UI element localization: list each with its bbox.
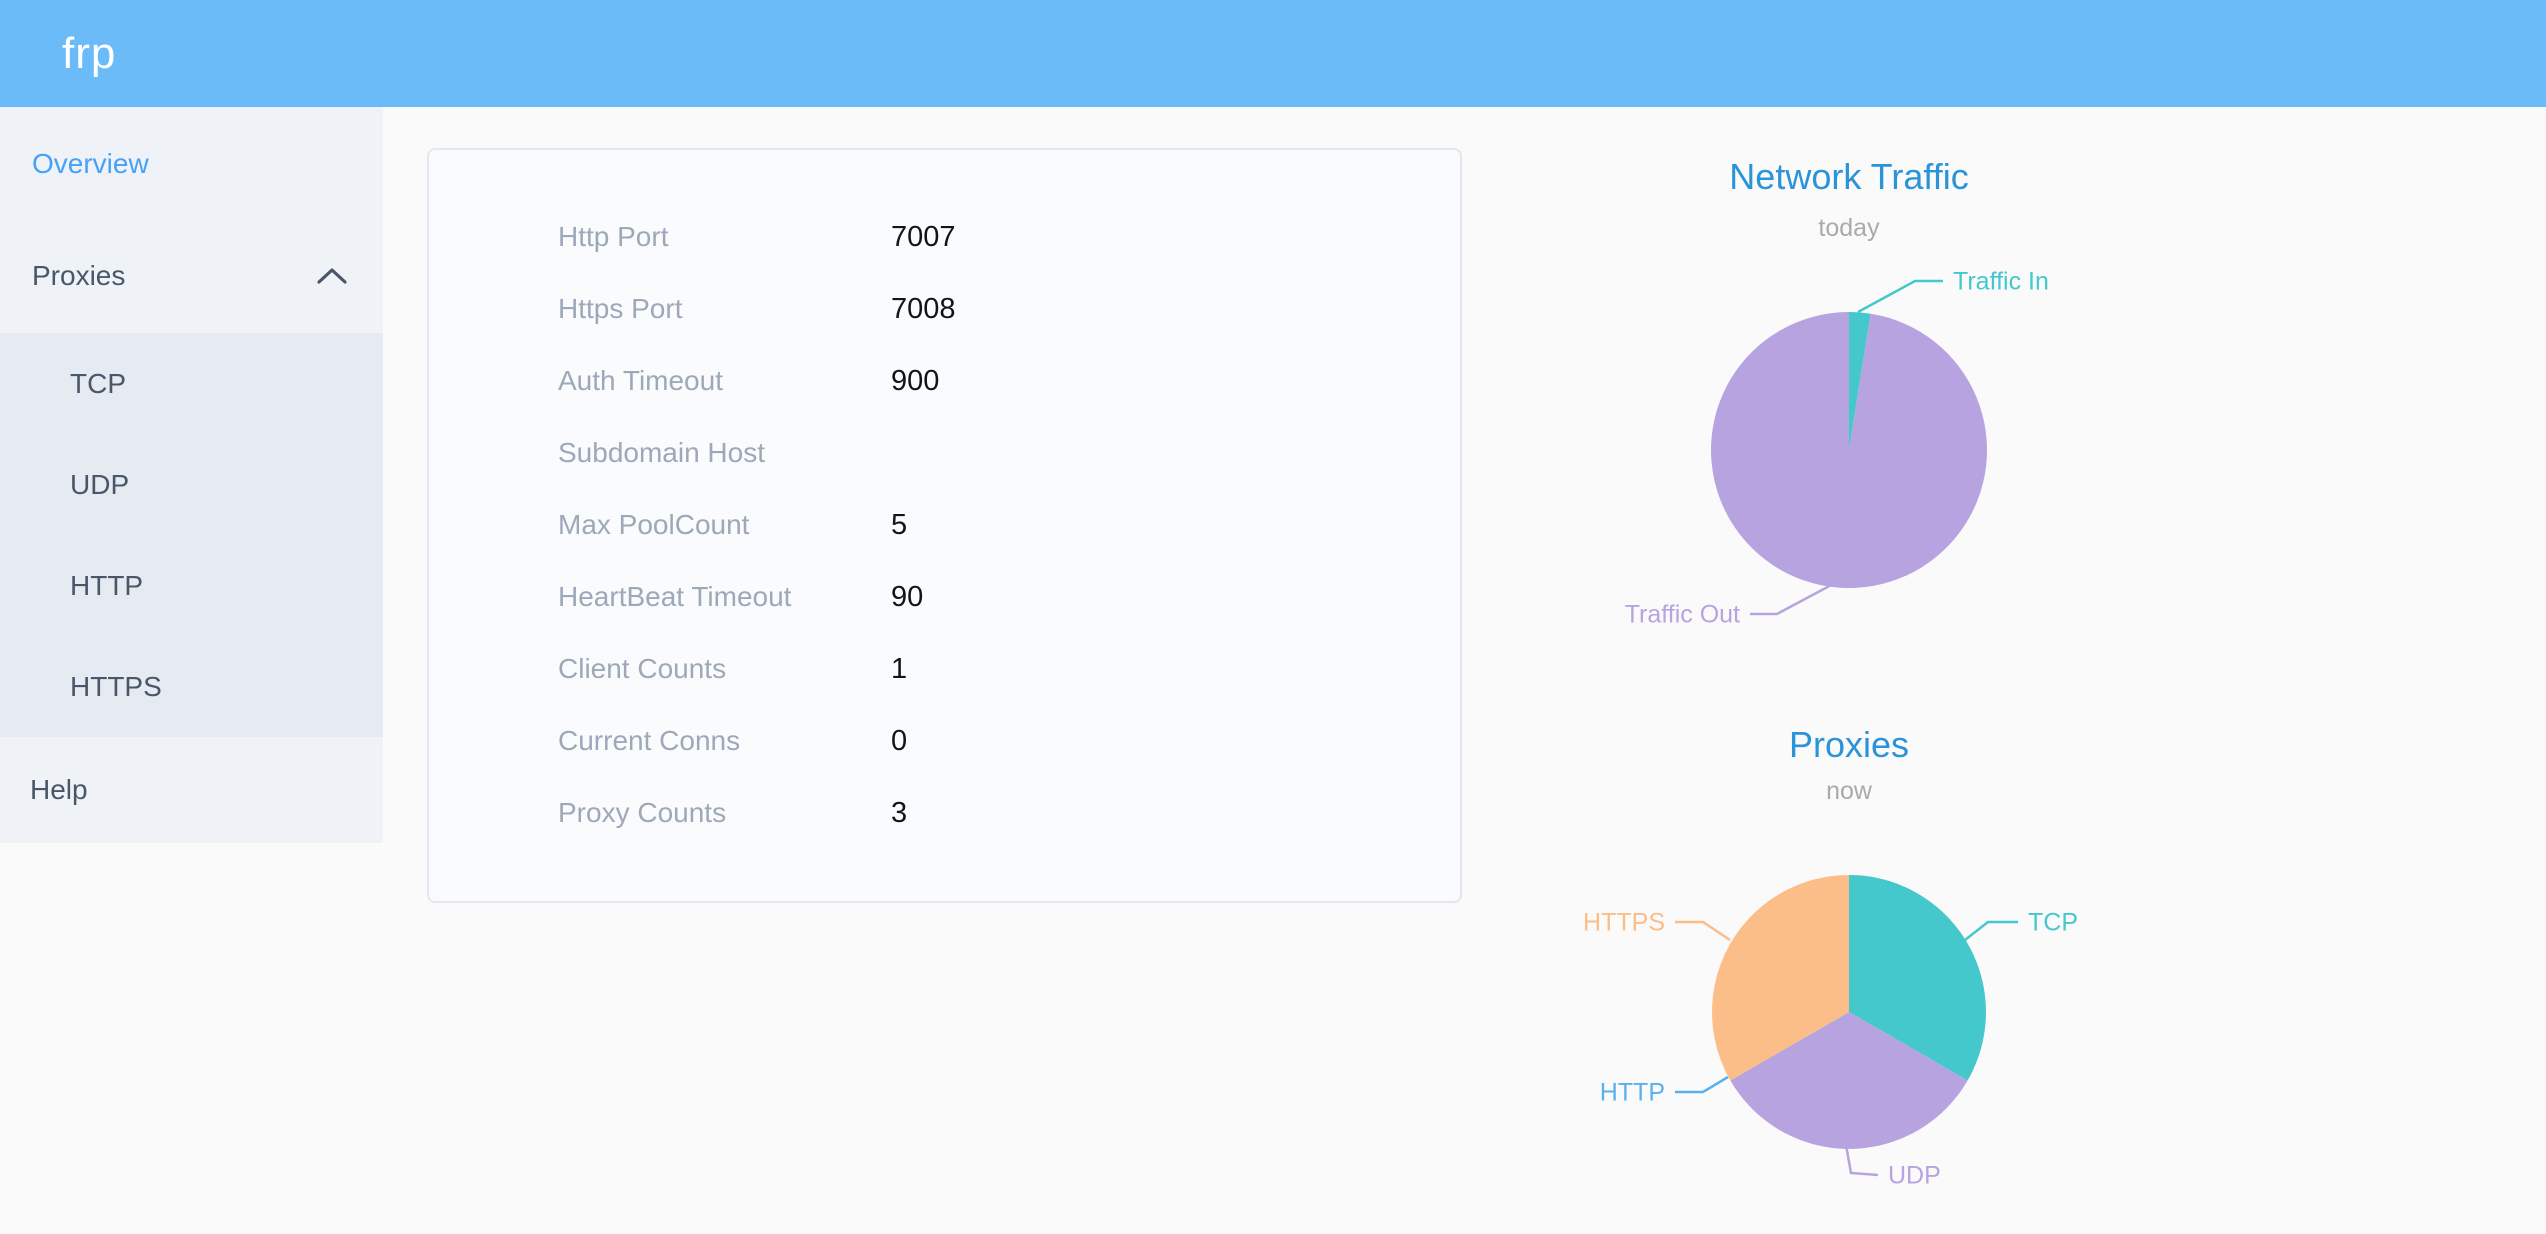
field-label: Auth Timeout — [558, 365, 723, 396]
field-value: 7007 — [891, 220, 956, 253]
sidebar-item-https[interactable]: HTTPS — [0, 636, 383, 737]
field-label: HeartBeat Timeout — [558, 581, 792, 612]
pie-slice-https[interactable] — [1712, 875, 1849, 1081]
sidebar-item-overview[interactable]: Overview — [0, 112, 383, 216]
server-info-row: Subdomain Host — [429, 417, 1460, 489]
field-value: 5 — [891, 508, 908, 541]
sidebar-item-tcp[interactable]: TCP — [0, 333, 383, 434]
server-info-row: Auth Timeout 900 — [429, 345, 1460, 417]
sidebar-item-label: Proxies — [32, 260, 126, 291]
app-logo: frp — [62, 28, 117, 78]
sidebar-item-label: TCP — [70, 367, 126, 399]
sidebar-item-http[interactable]: HTTP — [0, 535, 383, 636]
pie-label-line-traffic-in — [1857, 279, 1943, 314]
pie-label-line-https — [1675, 920, 1731, 942]
pie-label-http: HTTP — [1600, 1079, 1665, 1107]
field-value: 0 — [891, 724, 908, 757]
proxies-chart-subtitle: now — [1826, 777, 1872, 805]
field-label: Current Conns — [558, 725, 741, 756]
pie-label-line-tcp — [1964, 920, 2018, 941]
network-traffic-subtitle: today — [1818, 214, 1880, 242]
field-label: Client Counts — [558, 653, 727, 684]
server-info-row: Https Port 7008 — [429, 273, 1460, 345]
pie-slice-traffic-in[interactable] — [1849, 312, 1871, 450]
field-value: 1 — [891, 652, 908, 685]
server-info-row: Http Port 7007 — [429, 201, 1460, 273]
server-info-row: Current Conns 0 — [429, 705, 1460, 777]
field-value: 900 — [891, 364, 940, 397]
pie-slice-traffic-out[interactable] — [1711, 312, 1988, 588]
pie-slice-tcp[interactable] — [1849, 875, 1986, 1081]
field-label: Http Port — [558, 221, 669, 252]
pie-label-tcp: TCP — [2028, 909, 2078, 937]
field-label: Https Port — [558, 293, 683, 324]
field-value: 7008 — [891, 292, 956, 325]
server-info-row: Proxy Counts 3 — [429, 777, 1460, 849]
pie-slice-udp[interactable] — [1730, 1012, 1968, 1149]
sidebar-item-label: UDP — [70, 468, 130, 500]
field-value: 3 — [891, 796, 908, 829]
pie-label-line-http — [1675, 1075, 1729, 1094]
proxies-submenu-background — [0, 333, 383, 737]
sidebar-item-label: HTTP — [70, 569, 144, 601]
pie-label-line-udp — [1844, 1144, 1879, 1177]
pie-label-line-traffic-out — [1750, 581, 1836, 616]
sidebar-item-label: Overview — [32, 148, 149, 179]
server-info-row: Client Counts 1 — [429, 633, 1460, 705]
server-info-card: Http Port 7007 Https Port 7008 Auth Timeout 9… — [427, 148, 1462, 903]
sidebar-item-label: HTTPS — [70, 670, 162, 702]
field-label: Max PoolCount — [558, 509, 750, 540]
sidebar-item-label: Help — [30, 774, 88, 805]
field-label: Proxy Counts — [558, 797, 727, 828]
server-info-row: Max PoolCount 5 — [429, 489, 1460, 561]
pie-label-udp: UDP — [1888, 1162, 1941, 1190]
pie-label-traffic-in: Traffic In — [1953, 268, 2049, 296]
pie-label-https: HTTPS — [1583, 909, 1665, 937]
server-info-row: HeartBeat Timeout 90 — [429, 561, 1460, 633]
sidebar-item-help[interactable]: Help — [0, 737, 383, 843]
proxies-chart-title: Proxies — [1788, 724, 1910, 765]
sidebar-item-udp[interactable]: UDP — [0, 434, 383, 535]
pie-label-traffic-out: Traffic Out — [1625, 601, 1740, 629]
chevron-up-icon — [317, 268, 347, 284]
header-bar: frp — [0, 0, 2546, 107]
sidebar-item-proxies[interactable]: Proxies — [0, 224, 383, 328]
field-label: Subdomain Host — [558, 437, 766, 468]
network-traffic-title: Network Traffic — [1729, 156, 1969, 197]
sidebar: Overview Proxies TCP UDP HTTP HTTPS Help — [0, 107, 383, 843]
field-value: 90 — [891, 580, 924, 613]
